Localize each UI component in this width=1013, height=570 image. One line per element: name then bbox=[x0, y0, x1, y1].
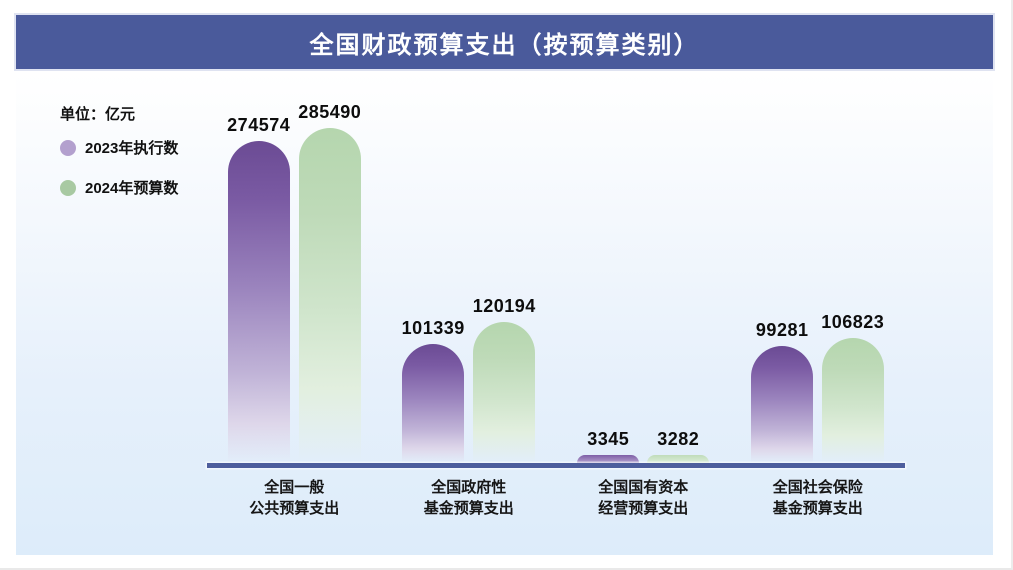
legend-item-2023: 2023年执行数 bbox=[60, 137, 178, 158]
bar-col-2024-3: 3282 bbox=[647, 429, 710, 463]
title-bar: 全国财政预算支出（按预算类别） bbox=[14, 13, 995, 71]
bar-col-2023-2: 101339 bbox=[402, 318, 465, 463]
bar-group-1: 274574 285490 bbox=[207, 102, 382, 463]
bar-col-2023-1: 274574 bbox=[227, 115, 290, 463]
bar-value-label: 285490 bbox=[298, 102, 362, 122]
bar-group-2: 101339 120194 bbox=[382, 296, 557, 463]
bar-2023-1 bbox=[227, 141, 290, 463]
bar-value-label: 99281 bbox=[755, 320, 809, 340]
legend-label-2023: 2023年执行数 bbox=[85, 140, 179, 157]
bar-group-3: 3345 3282 bbox=[556, 429, 731, 463]
bar-value-label: 120194 bbox=[472, 296, 536, 316]
bar-value-label: 101339 bbox=[401, 318, 465, 338]
x-axis-line bbox=[207, 463, 905, 468]
bar-col-2024-2: 120194 bbox=[473, 296, 536, 463]
bar-2023-4 bbox=[751, 346, 814, 463]
bar-value-label: 106823 bbox=[821, 312, 885, 332]
bar-col-2023-4: 99281 bbox=[751, 320, 814, 463]
page-title: 全国财政预算支出（按预算类别） bbox=[309, 31, 700, 59]
bar-2024-4 bbox=[821, 338, 884, 463]
bar-group-4: 99281 106823 bbox=[731, 312, 906, 463]
legend-label-2024: 2024年预算数 bbox=[85, 180, 179, 197]
bar-value-label: 3282 bbox=[657, 429, 700, 449]
legend-item-2024: 2024年预算数 bbox=[60, 177, 178, 198]
bar-2024-3 bbox=[647, 455, 710, 463]
bar-col-2024-4: 106823 bbox=[821, 312, 884, 463]
category-label-3: 全国国有资本 经营预算支出 bbox=[598, 479, 689, 517]
bar-2024-1 bbox=[298, 128, 361, 463]
bar-2023-2 bbox=[402, 344, 465, 463]
bar-col-2024-1: 285490 bbox=[298, 102, 361, 463]
category-labels-row: 全国一般 公共预算支出 全国政府性 基金预算支出 全国国有资本 经营预算支出 全国社会… bbox=[207, 477, 905, 519]
bar-2023-3 bbox=[577, 455, 640, 463]
bar-value-label: 274574 bbox=[227, 115, 291, 135]
category-label-2: 全国政府性 基金预算支出 bbox=[423, 479, 514, 517]
bar-col-2023-3: 3345 bbox=[577, 429, 640, 463]
legend-swatch-green-icon bbox=[60, 179, 76, 196]
legend-swatch-purple-icon bbox=[60, 139, 76, 156]
chart-panel: 单位：亿元 2023年执行数 2024年预算数 274574 285490 1013… bbox=[16, 73, 993, 555]
bar-value-label: 3345 bbox=[587, 429, 630, 449]
unit-label: 单位：亿元 bbox=[60, 106, 136, 123]
category-label-1: 全国一般 公共预算支出 bbox=[249, 479, 340, 517]
bar-2024-2 bbox=[473, 322, 536, 463]
bars-area: 274574 285490 101339 120194 3345 3282 99281 106… bbox=[207, 85, 905, 463]
category-label-4: 全国社会保险 基金预算支出 bbox=[772, 479, 863, 517]
